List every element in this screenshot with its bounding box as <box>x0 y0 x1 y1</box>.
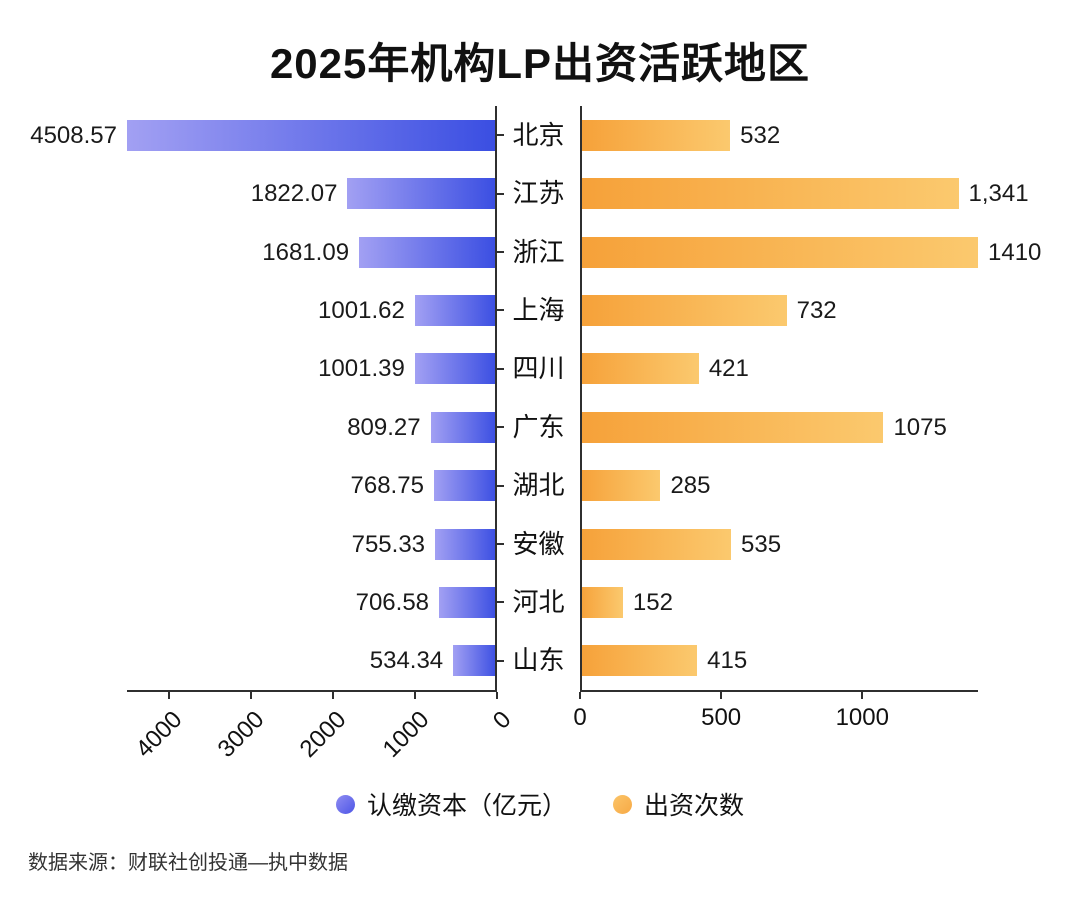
capital-value-label: 4508.57 <box>30 121 117 149</box>
capital-bar <box>127 119 497 151</box>
capital-bar <box>453 645 497 677</box>
legend-label-count: 出资次数 <box>644 792 745 820</box>
count-value-label: 535 <box>741 530 782 558</box>
category-tick <box>497 192 504 195</box>
legend-item-count: 出资次数 <box>613 786 744 822</box>
capital-value-label: 534.34 <box>369 647 444 675</box>
count-bar <box>580 470 661 502</box>
x-tick-label: 1000 <box>835 704 889 731</box>
count-value-label: 415 <box>707 647 748 675</box>
capital-value-label: 768.75 <box>350 472 424 500</box>
capital-value-label: 755.33 <box>351 530 426 558</box>
legend: 认缴资本（亿元） 出资次数 <box>0 786 1080 822</box>
capital-bar <box>347 178 497 210</box>
data-source: 数据来源：财联社创投通—执中数据 <box>28 852 348 874</box>
category-label: 上海 <box>512 294 565 325</box>
count-value-label: 152 <box>632 588 673 616</box>
x-tick-label: 500 <box>701 704 742 731</box>
x-tick <box>579 692 581 699</box>
category-label: 浙江 <box>512 236 565 267</box>
legend-item-capital: 认缴资本（亿元） <box>335 786 567 822</box>
category-tick <box>497 659 504 662</box>
count-value-label: 285 <box>670 472 711 500</box>
x-tick-label: 4000 <box>130 706 188 763</box>
count-bar <box>580 586 623 618</box>
count-bar <box>580 294 787 326</box>
x-tick <box>861 692 864 699</box>
x-tick <box>413 692 416 699</box>
count-value-label: 1,341 <box>968 180 1029 208</box>
category-tick <box>497 601 504 604</box>
capital-bar <box>414 353 497 385</box>
capital-value-label: 1001.62 <box>318 296 405 324</box>
legend-label-capital: 认缴资本（亿元） <box>366 792 567 820</box>
category-tick <box>497 134 504 137</box>
count-value-label: 1075 <box>893 413 947 441</box>
x-tick <box>167 692 170 699</box>
x-tick <box>249 692 252 699</box>
chart-title: 2025年机构LP出资活跃地区 <box>269 40 811 87</box>
capital-bar <box>439 586 497 618</box>
x-tick <box>496 692 498 699</box>
category-tick <box>497 426 504 429</box>
x-tick-label: 0 <box>487 706 517 735</box>
count-value-label: 532 <box>740 121 781 149</box>
left-x-axis-line <box>127 690 497 692</box>
category-tick <box>497 251 504 253</box>
x-tick-label: 1000 <box>377 706 435 763</box>
category-label: 江苏 <box>512 178 565 209</box>
count-value-label: 732 <box>796 296 837 324</box>
count-bar <box>580 528 731 560</box>
count-bar <box>580 236 978 268</box>
right-x-axis-line <box>580 690 978 692</box>
right-y-axis-line <box>580 106 582 690</box>
x-tick-label: 2000 <box>295 706 352 763</box>
category-label: 北京 <box>512 119 565 150</box>
count-bar <box>580 411 884 443</box>
legend-dot-blue-icon <box>335 794 355 814</box>
capital-value-label: 809.27 <box>347 413 421 441</box>
category-label: 湖北 <box>512 470 565 501</box>
capital-value-label: 1822.07 <box>250 180 338 208</box>
capital-value-label: 1681.09 <box>262 238 350 266</box>
capital-value-label: 706.58 <box>355 588 430 616</box>
count-value-label: 421 <box>708 355 749 383</box>
capital-bar <box>414 294 497 326</box>
count-bar <box>580 119 731 151</box>
category-tick <box>497 309 504 312</box>
left-y-axis-line <box>495 106 497 690</box>
category-tick <box>497 484 504 487</box>
x-tick <box>720 692 723 699</box>
category-label: 山东 <box>512 645 565 676</box>
category-label: 四川 <box>512 353 565 384</box>
capital-bar <box>433 470 497 502</box>
capital-bar <box>359 236 497 268</box>
category-tick <box>497 543 504 545</box>
count-bar <box>580 178 959 210</box>
capital-bar <box>430 411 497 443</box>
capital-bar <box>435 528 497 560</box>
legend-dot-orange-icon <box>613 794 632 814</box>
count-bar <box>580 645 698 677</box>
category-label: 安徽 <box>512 528 565 559</box>
count-bar <box>580 353 699 385</box>
category-label: 河北 <box>512 586 565 617</box>
x-tick-label: 0 <box>573 704 587 731</box>
capital-value-label: 1001.39 <box>318 355 405 383</box>
category-tick <box>497 367 504 370</box>
category-label: 广东 <box>512 411 565 442</box>
count-value-label: 1410 <box>988 238 1042 266</box>
x-tick-label: 3000 <box>213 706 270 763</box>
x-tick <box>331 692 334 699</box>
